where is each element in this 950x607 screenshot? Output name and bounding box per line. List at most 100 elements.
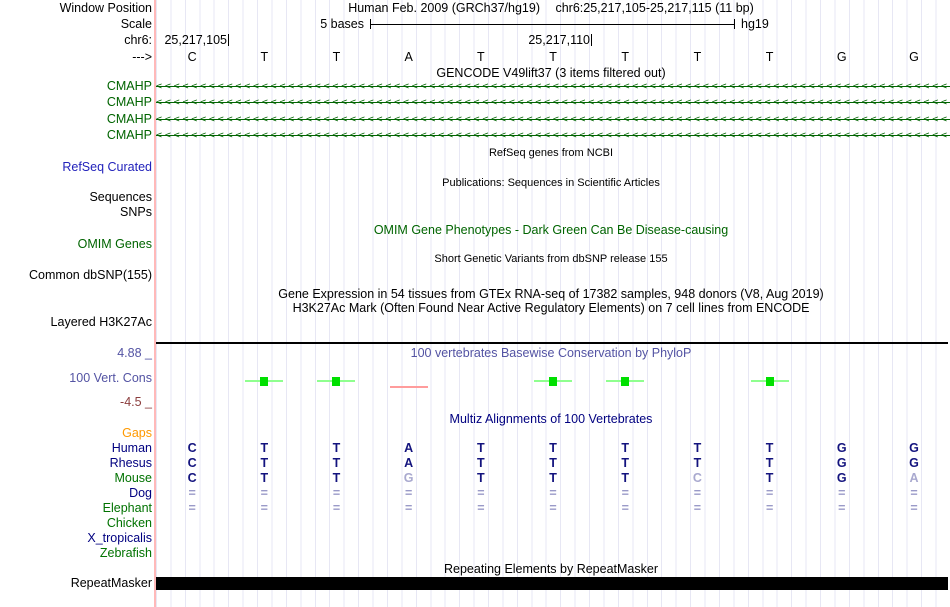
alignment-base: T <box>549 441 557 455</box>
position-header: Human Feb. 2009 (GRCh37/hg19) chr6:25,21… <box>156 1 946 15</box>
species-label-x_tropicalis[interactable]: X_tropicalis <box>87 531 152 545</box>
phylop-positive-mark <box>621 377 630 386</box>
alignment-base: A <box>404 456 414 470</box>
species-label-zebrafish[interactable]: Zebrafish <box>99 546 152 560</box>
track-label-100-vert-cons[interactable]: 100 Vert. Cons <box>69 371 152 385</box>
strand-direction-label[interactable]: ---> <box>132 50 152 64</box>
scale-assembly-tag: hg19 <box>741 17 769 31</box>
species-label-gaps[interactable]: Gaps <box>122 426 152 440</box>
gene-label-cmahp[interactable]: CMAHP <box>106 79 152 93</box>
ruler-base: G <box>909 50 919 64</box>
alignment-base: T <box>621 471 630 485</box>
repeatmasker-element-bar[interactable] <box>156 577 948 590</box>
gene-line <box>156 86 950 87</box>
alignment-row-gaps[interactable] <box>156 426 950 441</box>
species-label-dog[interactable]: Dog <box>129 486 152 500</box>
scale-label[interactable]: Scale <box>120 17 152 31</box>
alignment-row-chicken[interactable] <box>156 516 950 531</box>
track-title-publications[interactable]: Publications: Sequences in Scientific Ar… <box>442 177 660 189</box>
alignment-base: C <box>692 471 702 485</box>
track-title-repeatmasker[interactable]: Repeating Elements by RepeatMasker <box>443 562 658 576</box>
gene-exon-arrow-row[interactable]: <<<<<<<<<<<<<<<<<<<<<<<<<<<<<<<<<<<<<<<<… <box>156 79 950 94</box>
track-label-omim-genes[interactable]: OMIM Genes <box>77 237 152 251</box>
alignment-gap-mark: = <box>549 486 557 500</box>
species-label-human[interactable]: Human <box>111 441 152 455</box>
alignment-base: T <box>332 471 341 485</box>
alignment-base: T <box>765 471 774 485</box>
alignment-gap-mark: = <box>838 501 846 515</box>
alignment-gap-mark: = <box>838 486 846 500</box>
alignment-base: T <box>765 441 774 455</box>
alignment-base: T <box>477 471 485 485</box>
track-title-gtex[interactable]: Gene Expression in 54 tissues from GTEx … <box>278 287 824 301</box>
alignment-base: T <box>693 441 702 455</box>
alignment-row-elephant[interactable]: = = = = = = = = = = = <box>156 501 950 516</box>
alignment-row-x_tropicalis[interactable] <box>156 531 950 546</box>
gene-label-cmahp[interactable]: CMAHP <box>106 95 152 110</box>
alignment-gap-mark: = <box>910 501 918 515</box>
gene-exon-arrow-row[interactable]: <<<<<<<<<<<<<<<<<<<<<<<<<<<<<<<<<<<<<<<<… <box>156 112 950 127</box>
strand-arrows: <<<<<<<<<<<<<<<<<<<<<<<<<<<<<<<<<<<<<<<<… <box>156 97 950 109</box>
gene-exon-arrow-row[interactable]: <<<<<<<<<<<<<<<<<<<<<<<<<<<<<<<<<<<<<<<<… <box>156 95 950 110</box>
alignment-gap-mark: = <box>260 486 268 500</box>
alignment-base: T <box>693 456 702 470</box>
species-label-mouse[interactable]: Mouse <box>114 471 152 485</box>
alignment-base: G <box>909 441 919 455</box>
alignment-base: G <box>836 471 847 485</box>
species-label-elephant[interactable]: Elephant <box>102 501 152 515</box>
gene-line <box>156 118 950 120</box>
ruler-base: T <box>693 50 702 64</box>
ruler-base: T <box>549 50 557 64</box>
track-label-refseq-curated[interactable]: RefSeq Curated <box>62 160 152 174</box>
alignment-gap-mark: = <box>693 486 702 500</box>
track-title-conservation[interactable]: 100 vertebrates Basewise Conservation by… <box>410 346 692 360</box>
alignment-base: T <box>260 456 269 470</box>
alignment-base: C <box>187 441 197 455</box>
phylop-positive-mark <box>260 377 269 386</box>
phylop-positive-mark <box>765 377 774 386</box>
track-title-dbsnp[interactable]: Short Genetic Variants from dbSNP releas… <box>434 253 668 265</box>
window-position-label[interactable]: Window Position <box>59 1 152 15</box>
species-label-rhesus[interactable]: Rhesus <box>109 456 152 470</box>
track-label-layered-h3k27ac[interactable]: Layered H3K27Ac <box>50 315 152 329</box>
alignment-gap-mark: = <box>765 486 774 500</box>
track-title-multiz[interactable]: Multiz Alignments of 100 Vertebrates <box>449 412 653 426</box>
alignment-base: A <box>909 471 919 485</box>
conservation-min-value: -4.5 _ <box>120 395 152 409</box>
species-label-chicken[interactable]: Chicken <box>106 516 152 530</box>
alignment-base: T <box>477 441 485 455</box>
track-title-omim[interactable]: OMIM Gene Phenotypes - Dark Green Can Be… <box>373 223 729 237</box>
ruler-base: T <box>332 50 341 64</box>
strand-arrows: <<<<<<<<<<<<<<<<<<<<<<<<<<<<<<<<<<<<<<<<… <box>156 113 950 125</box>
position-range: chr6:25,217,105-25,217,115 (11 bp) <box>555 1 754 15</box>
alignment-gap-mark: = <box>405 486 413 500</box>
alignment-gap-mark: = <box>549 501 557 515</box>
track-label-repeatmasker[interactable]: RepeatMasker <box>70 576 152 590</box>
alignment-gap-mark: = <box>188 486 196 500</box>
track-title-gencode[interactable]: GENCODE V49lift37 (3 items filtered out) <box>436 66 666 80</box>
alignment-gap-mark: = <box>332 501 341 515</box>
track-title-refseq[interactable]: RefSeq genes from NCBI <box>488 147 614 159</box>
alignment-row-zebrafish[interactable] <box>156 546 950 561</box>
track-label-common-dbsnp[interactable]: Common dbSNP(155) <box>29 268 152 282</box>
gene-exon-arrow-row[interactable]: <<<<<<<<<<<<<<<<<<<<<<<<<<<<<<<<<<<<<<<<… <box>156 128 950 143</box>
phylop-positive-mark <box>549 377 557 386</box>
track-separator-line <box>156 342 948 344</box>
strand-arrows: <<<<<<<<<<<<<<<<<<<<<<<<<<<<<<<<<<<<<<<<… <box>156 129 950 141</box>
alignment-gap-mark: = <box>188 501 196 515</box>
chromosome-label[interactable]: chr6: <box>124 33 152 47</box>
track-label-snps[interactable]: SNPs <box>120 205 152 219</box>
alignment-base: T <box>621 441 630 455</box>
gene-line <box>156 102 950 104</box>
phylop-negative-line <box>389 386 428 388</box>
gene-label-cmahp[interactable]: CMAHP <box>106 111 152 126</box>
track-label-sequences[interactable]: Sequences <box>89 190 152 204</box>
alignment-row-dog[interactable]: = = = = = = = = = = = <box>156 486 950 501</box>
track-title-h3k27ac[interactable]: H3K27Ac Mark (Often Found Near Active Re… <box>292 301 810 315</box>
gene-label-cmahp[interactable]: CMAHP <box>106 127 152 142</box>
alignment-gap-mark: = <box>765 501 774 515</box>
